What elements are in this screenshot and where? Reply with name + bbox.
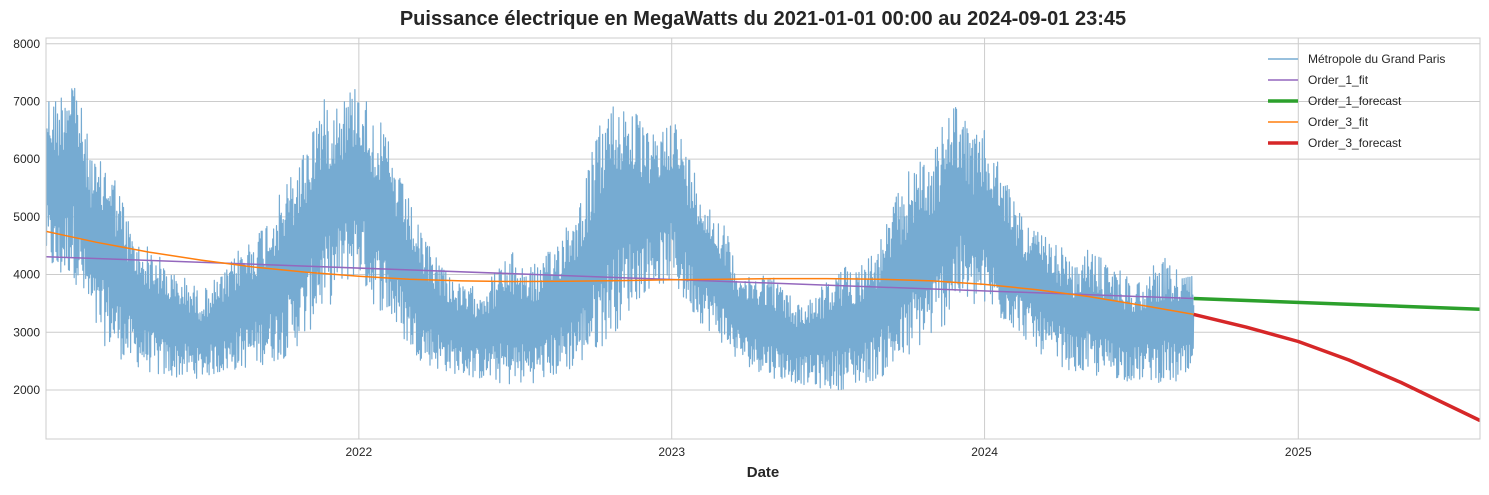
y-tick-label: 7000 bbox=[13, 94, 40, 108]
y-tick-label: 2000 bbox=[13, 383, 40, 397]
legend: Métropole du Grand Paris Order_1_fit Order… bbox=[1268, 52, 1445, 150]
legend-label: Order_3_fit bbox=[1308, 115, 1369, 129]
series-line-order-1-forecast bbox=[1193, 296, 1480, 311]
y-tick-label: 5000 bbox=[13, 210, 40, 224]
x-tick-label: 2024 bbox=[971, 445, 998, 459]
x-tick-label: 2025 bbox=[1285, 445, 1312, 459]
series-group bbox=[46, 87, 1480, 423]
y-tick-label: 4000 bbox=[13, 268, 40, 282]
series-line-order-3-forecast bbox=[1193, 312, 1480, 423]
legend-label: Order_1_fit bbox=[1308, 73, 1369, 87]
series-metropole-band bbox=[46, 87, 1195, 391]
x-tick-label: 2022 bbox=[346, 445, 373, 459]
x-tick-label: 2023 bbox=[658, 445, 685, 459]
series-line-order-3-fit bbox=[46, 230, 1194, 316]
y-tick-label: 8000 bbox=[13, 37, 40, 51]
series-line-order-1-fit bbox=[46, 255, 1194, 300]
y-tick-label: 6000 bbox=[13, 152, 40, 166]
legend-label: Order_1_forecast bbox=[1308, 94, 1402, 108]
legend-label: Métropole du Grand Paris bbox=[1308, 52, 1445, 66]
y-tick-label: 3000 bbox=[13, 325, 40, 339]
chart-title: Puissance électrique en MegaWatts du 202… bbox=[400, 8, 1126, 30]
plot-frame bbox=[45, 37, 1481, 440]
axis-layer: 2000 3000 4000 5000 6000 7000 8000 2022 2023 2024… bbox=[13, 37, 1312, 459]
legend-label: Order_3_forecast bbox=[1308, 136, 1402, 150]
series-layer bbox=[46, 87, 1480, 423]
x-axis-label: Date bbox=[747, 464, 780, 481]
